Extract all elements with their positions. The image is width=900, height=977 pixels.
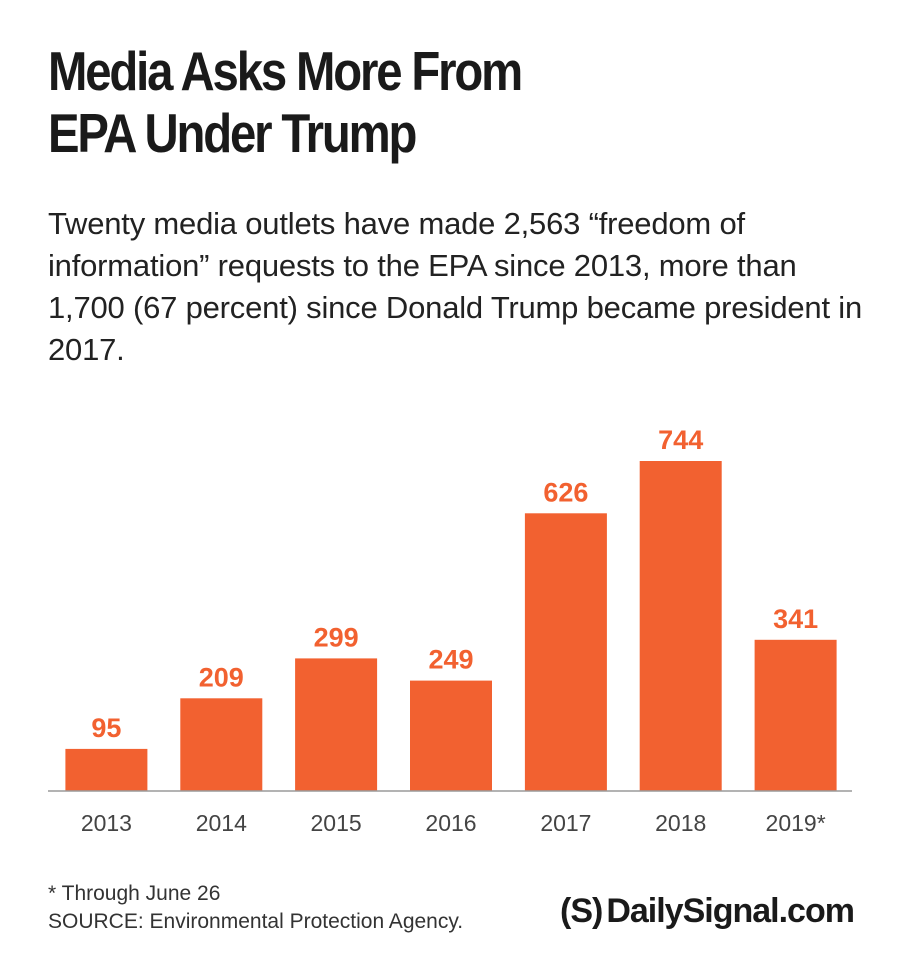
x-tick-label: 2014 bbox=[196, 810, 247, 836]
chart-title-line2: EPA Under Trump bbox=[48, 102, 417, 164]
bar-2016 bbox=[410, 680, 492, 791]
bar-value-label: 744 bbox=[658, 425, 703, 455]
x-axis-ticks: 2013 2014 2015 2016 2017 2018 2019* bbox=[81, 810, 826, 836]
source-text: SOURCE: Environmental Protection Agency. bbox=[48, 910, 464, 933]
x-tick-label: 2018 bbox=[655, 810, 706, 836]
bar-value-label: 626 bbox=[543, 477, 588, 507]
bar-2013 bbox=[65, 748, 148, 791]
bar-value-label: 209 bbox=[199, 662, 244, 692]
x-tick-label: 2013 bbox=[81, 810, 132, 836]
bar-2015 bbox=[295, 658, 378, 791]
bar-value-label: 341 bbox=[773, 604, 818, 634]
x-tick-label: 2019* bbox=[766, 810, 826, 836]
x-tick-label: 2016 bbox=[425, 810, 476, 836]
brand-name: DailySignal.com bbox=[606, 892, 855, 930]
brand-logo: (S) DailySignal.com bbox=[560, 892, 855, 931]
bar-group: 95 209 299 249 626 744 341 bbox=[65, 425, 837, 792]
bar-2017 bbox=[524, 513, 607, 791]
footnote-text: * Through June 26 bbox=[48, 882, 221, 905]
bar-2014 bbox=[180, 698, 263, 791]
chart-subtitle: Twenty media outlets have made 2,563 “fr… bbox=[48, 206, 863, 367]
bar-value-label: 249 bbox=[428, 645, 473, 675]
chart-title: Media Asks More From EPA Under Trump bbox=[48, 40, 753, 164]
bar-value-label: 95 bbox=[91, 713, 121, 743]
bar-2018 bbox=[639, 461, 722, 791]
x-tick-label: 2017 bbox=[540, 810, 591, 836]
chart-title-line1: Media Asks More From bbox=[48, 40, 523, 102]
footnote-block: * Through June 26 SOURCE: Environmental … bbox=[48, 880, 463, 936]
daily-signal-logo-icon: (S) bbox=[560, 892, 603, 930]
x-tick-label: 2015 bbox=[311, 810, 362, 836]
bar-2019 bbox=[754, 639, 837, 792]
bar-value-label: 299 bbox=[314, 622, 359, 652]
